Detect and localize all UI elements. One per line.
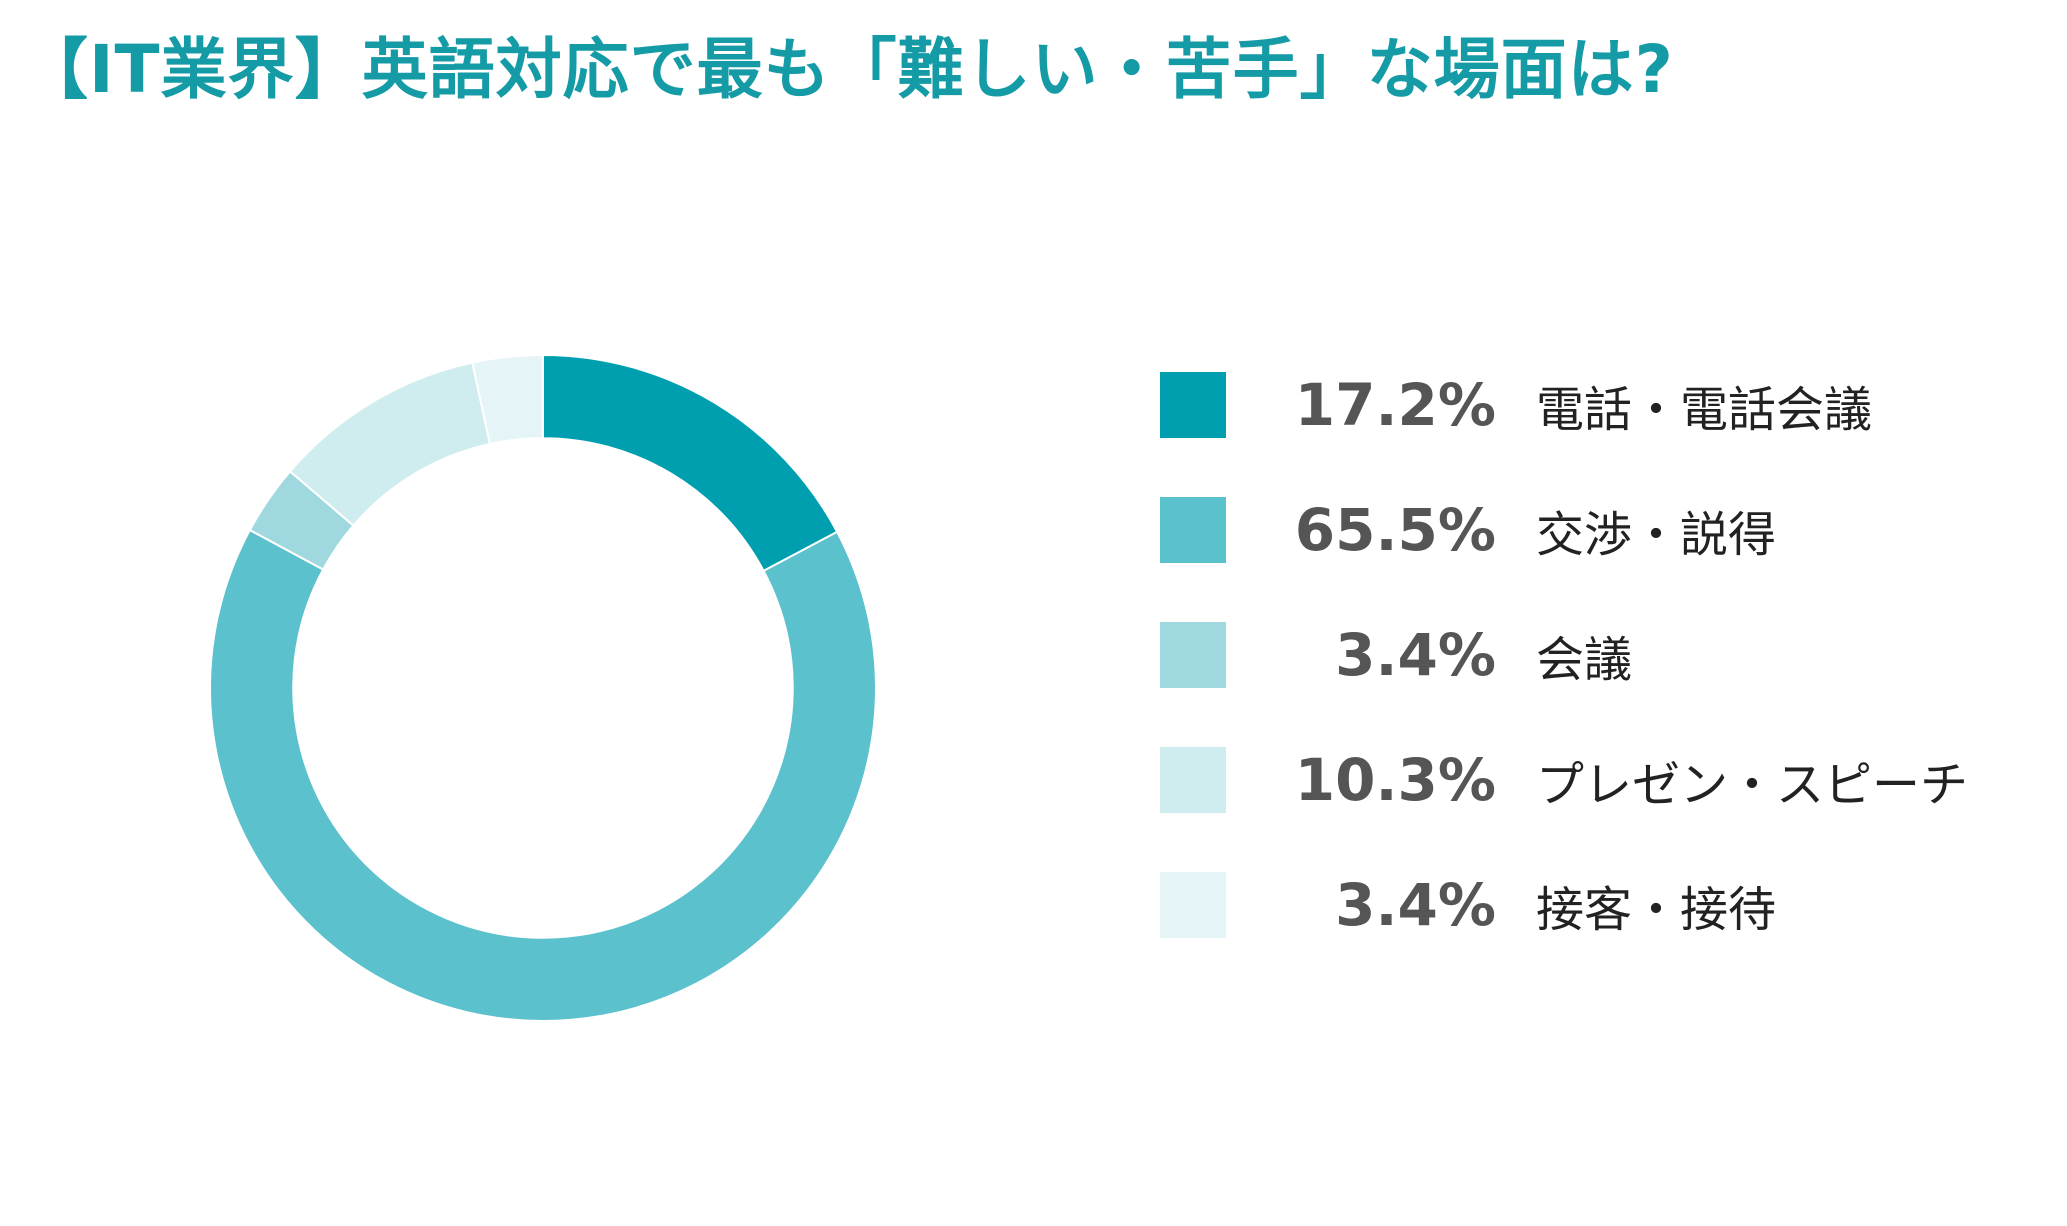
legend-category-label: 会議 bbox=[1536, 632, 1633, 688]
legend-category-label: プレゼン・スピーチ bbox=[1536, 757, 1969, 813]
legend-item: 65.5% 交渉・説得 bbox=[1160, 496, 1968, 564]
legend-category-label: 接客・接待 bbox=[1536, 882, 1777, 938]
legend-item: 3.4% 接客・接待 bbox=[1160, 871, 1968, 939]
legend-item: 3.4% 会議 bbox=[1160, 621, 1968, 689]
legend-swatch bbox=[1160, 872, 1226, 938]
legend-item: 17.2% 電話・電話会議 bbox=[1160, 371, 1968, 439]
donut-slice-5 bbox=[471, 353, 544, 446]
chart-legend: 17.2% 電話・電話会議 65.5% 交渉・説得 3.4% 会議 10.3% プレゼン・スピ… bbox=[1160, 371, 1969, 997]
legend-category-label: 交渉・説得 bbox=[1536, 507, 1777, 563]
donut-chart bbox=[209, 353, 877, 1022]
legend-value-label: 10.3% bbox=[1294, 746, 1496, 814]
legend-swatch bbox=[1160, 372, 1226, 438]
legend-value-label: 65.5% bbox=[1294, 496, 1496, 564]
legend-value-label: 17.2% bbox=[1294, 371, 1496, 439]
donut-slice-1 bbox=[542, 353, 839, 573]
legend-swatch bbox=[1160, 497, 1226, 563]
chart-title: 【IT業界】英語対応で最も「難しい・苦手」な場面は? bbox=[22, 31, 1674, 108]
legend-category-label: 電話・電話会議 bbox=[1536, 382, 1873, 438]
legend-swatch bbox=[1160, 622, 1226, 688]
legend-swatch bbox=[1160, 747, 1226, 813]
donut-slice-2 bbox=[209, 528, 877, 1022]
legend-value-label: 3.4% bbox=[1335, 871, 1496, 939]
legend-item: 10.3% プレゼン・スピーチ bbox=[1160, 746, 1969, 814]
legend-value-label: 3.4% bbox=[1335, 621, 1496, 689]
